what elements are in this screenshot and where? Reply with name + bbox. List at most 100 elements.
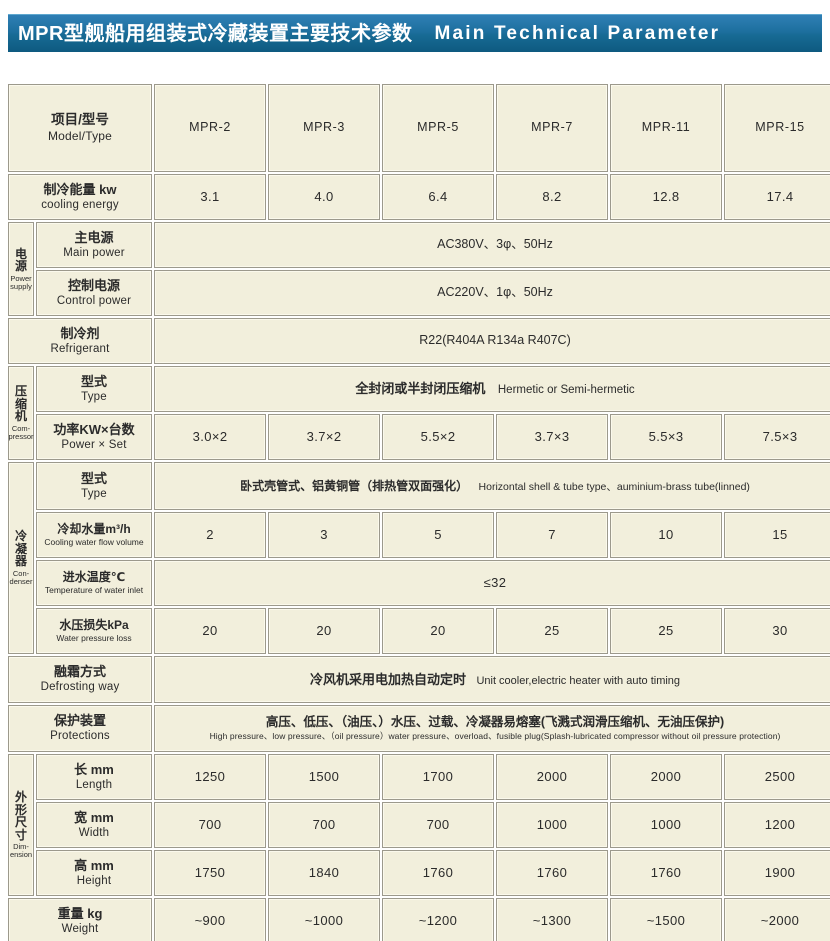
cell-height-1: 1750 bbox=[154, 850, 267, 896]
cell-compressor-power-6: 7.5×3 bbox=[724, 414, 830, 460]
label-compressor-power-cn: 功率KW×台数 bbox=[53, 421, 135, 437]
label-compressor-type-en: Type bbox=[81, 390, 107, 403]
row-water-pressure-loss: 水压损失kPa Water pressure loss 20 20 20 25 … bbox=[8, 608, 830, 654]
label-water-inlet-temp: 进水温度℃ Temperature of water inlet bbox=[36, 560, 153, 606]
label-defrosting-way-cn: 融霜方式 bbox=[54, 664, 107, 680]
cell-width-2: 700 bbox=[268, 802, 381, 848]
cell-defrosting-way-en: Unit cooler,electric heater with auto ti… bbox=[476, 674, 681, 687]
cell-cooling-energy-4: 8.2 bbox=[496, 174, 609, 220]
label-weight: 重量 kg Weight bbox=[8, 898, 153, 941]
group-dimension-cn: 外形尺寸 bbox=[14, 789, 27, 842]
cell-cooling-energy-6: 17.4 bbox=[724, 174, 830, 220]
cell-condenser-type-en: Horizontal shell & tube type、auminium-br… bbox=[478, 481, 750, 493]
cell-water-pressure-loss-6: 30 bbox=[724, 608, 830, 654]
group-compressor-cn: 压缩机 bbox=[14, 384, 27, 424]
cell-protections-en: High pressure、low pressure、（oil pressure… bbox=[209, 731, 781, 741]
cell-compressor-power-5: 5.5×3 bbox=[610, 414, 723, 460]
cell-refrigerant-value: R22(R404A R134a R407C) bbox=[154, 318, 830, 364]
group-power-supply-en: Power supply bbox=[10, 273, 32, 291]
cell-height-5: 1760 bbox=[610, 850, 723, 896]
cell-water-pressure-loss-3: 20 bbox=[382, 608, 495, 654]
header-model-type: 项目/型号 Model/Type bbox=[8, 84, 153, 172]
row-condenser-type: 冷凝器 Con-denser 型式 Type 卧式壳管式、铝黄铜管（排热管双面强… bbox=[8, 462, 830, 654]
page-title-cn: MPR型舰船用组装式冷藏装置主要技术参数 bbox=[18, 22, 413, 45]
label-refrigerant-cn: 制冷剂 bbox=[60, 325, 100, 341]
label-water-inlet-temp-en: Temperature of water inlet bbox=[44, 585, 144, 596]
cell-length-3: 1700 bbox=[382, 754, 495, 800]
cell-compressor-power-2: 3.7×2 bbox=[268, 414, 381, 460]
label-compressor-type: 型式 Type bbox=[36, 366, 153, 412]
label-defrosting-way-en: Defrosting way bbox=[40, 681, 120, 694]
label-length-en: Length bbox=[75, 778, 113, 791]
cell-compressor-type-en: Hermetic or Semi-hermetic bbox=[497, 384, 635, 396]
label-condenser-type-en: Type bbox=[81, 487, 107, 500]
label-main-power: 主电源 Main power bbox=[36, 222, 153, 268]
cell-weight-5: ~1500 bbox=[610, 898, 723, 941]
cell-defrosting-way-value: 冷风机采用电加热自动定时 Unit cooler,electric heater… bbox=[154, 656, 830, 703]
label-width-en: Width bbox=[78, 826, 110, 839]
page-title-banner: MPR型舰船用组装式冷藏装置主要技术参数 Main Technical Para… bbox=[8, 14, 822, 52]
cell-width-1: 700 bbox=[154, 802, 267, 848]
cell-protections-cn: 高压、低压、（油压、）水压、过载、冷凝器易熔塞(飞溅式润滑压缩机、无油压保护) bbox=[265, 715, 725, 730]
group-label-dimension: 外形尺寸 Dim-ension bbox=[8, 754, 34, 896]
cell-protections-value: 高压、低压、（油压、）水压、过载、冷凝器易熔塞(飞溅式润滑压缩机、无油压保护) … bbox=[154, 705, 830, 752]
label-length: 长 mm Length bbox=[36, 754, 153, 800]
label-refrigerant-en: Refrigerant bbox=[50, 342, 110, 355]
header-model-mpr-7: MPR-7 bbox=[496, 84, 609, 172]
cell-compressor-power-1: 3.0×2 bbox=[154, 414, 267, 460]
label-height-cn: 高 mm bbox=[74, 857, 114, 873]
cell-height-4: 1760 bbox=[496, 850, 609, 896]
label-water-pressure-loss: 水压损失kPa Water pressure loss bbox=[36, 608, 153, 654]
cell-cooling-energy-3: 6.4 bbox=[382, 174, 495, 220]
cell-cooling-water-5: 10 bbox=[610, 512, 723, 558]
header-model-type-en: Model/Type bbox=[47, 128, 113, 143]
header-model-mpr-2: MPR-2 bbox=[154, 84, 267, 172]
row-protections: 保护装置 Protections 高压、低压、（油压、）水压、过载、冷凝器易熔塞… bbox=[8, 705, 830, 752]
label-cooling-energy-cn: 制冷能量 kw bbox=[43, 181, 117, 197]
group-label-power-supply: 电源 Power supply bbox=[8, 222, 34, 316]
cell-height-2: 1840 bbox=[268, 850, 381, 896]
label-weight-en: Weight bbox=[61, 922, 99, 935]
row-control-power: 控制电源 Control power AC220V、1φ、50Hz bbox=[8, 270, 830, 316]
cell-cooling-water-4: 7 bbox=[496, 512, 609, 558]
group-dimension-en: Dim-ension bbox=[9, 842, 33, 860]
cell-condenser-type-value: 卧式壳管式、铝黄铜管（排热管双面强化） Horizontal shell & t… bbox=[154, 462, 830, 510]
label-control-power: 控制电源 Control power bbox=[36, 270, 153, 316]
cell-compressor-type-value: 全封闭或半封闭压缩机 Hermetic or Semi-hermetic bbox=[154, 366, 830, 412]
label-compressor-power-en: Power × Set bbox=[61, 438, 127, 451]
header-model-type-cn: 项目/型号 bbox=[51, 112, 109, 128]
label-cooling-energy: 制冷能量 kw cooling energy bbox=[8, 174, 153, 220]
row-main-power: 电源 Power supply 主电源 Main power AC380V、3φ… bbox=[8, 222, 830, 316]
cell-weight-4: ~1300 bbox=[496, 898, 609, 941]
cell-length-1: 1250 bbox=[154, 754, 267, 800]
cell-cooling-energy-1: 3.1 bbox=[154, 174, 267, 220]
cell-main-power-value: AC380V、3φ、50Hz bbox=[154, 222, 830, 268]
cell-condenser-type-cn: 卧式壳管式、铝黄铜管（排热管双面强化） bbox=[240, 479, 469, 493]
label-control-power-en: Control power bbox=[56, 294, 132, 307]
group-label-compressor: 压缩机 Com-pressor bbox=[8, 366, 34, 460]
label-weight-cn: 重量 kg bbox=[57, 905, 103, 921]
label-condenser-type: 型式 Type bbox=[36, 462, 153, 510]
cell-cooling-energy-2: 4.0 bbox=[268, 174, 381, 220]
label-length-cn: 长 mm bbox=[74, 761, 114, 777]
label-height-en: Height bbox=[76, 874, 112, 887]
cell-width-6: 1200 bbox=[724, 802, 830, 848]
label-cooling-water-flow-en: Cooling water flow volume bbox=[44, 537, 144, 548]
cell-defrosting-way-cn: 冷风机采用电加热自动定时 bbox=[309, 671, 466, 687]
row-compressor-power: 功率KW×台数 Power × Set 3.0×2 3.7×2 5.5×2 3.… bbox=[8, 414, 830, 460]
cell-water-pressure-loss-5: 25 bbox=[610, 608, 723, 654]
header-model-mpr-5: MPR-5 bbox=[382, 84, 495, 172]
cell-water-pressure-loss-1: 20 bbox=[154, 608, 267, 654]
label-protections: 保护装置 Protections bbox=[8, 705, 153, 752]
cell-cooling-water-1: 2 bbox=[154, 512, 267, 558]
row-water-inlet-temp: 进水温度℃ Temperature of water inlet ≤32 bbox=[8, 560, 830, 606]
row-width: 宽 mm Width 700 700 700 1000 1000 1200 bbox=[8, 802, 830, 848]
cell-cooling-water-6: 15 bbox=[724, 512, 830, 558]
label-compressor-power: 功率KW×台数 Power × Set bbox=[36, 414, 153, 460]
label-height: 高 mm Height bbox=[36, 850, 153, 896]
label-water-pressure-loss-cn: 水压损失kPa bbox=[59, 618, 129, 633]
label-water-pressure-loss-en: Water pressure loss bbox=[56, 633, 132, 644]
label-cooling-energy-en: cooling energy bbox=[41, 198, 119, 211]
cell-length-5: 2000 bbox=[610, 754, 723, 800]
